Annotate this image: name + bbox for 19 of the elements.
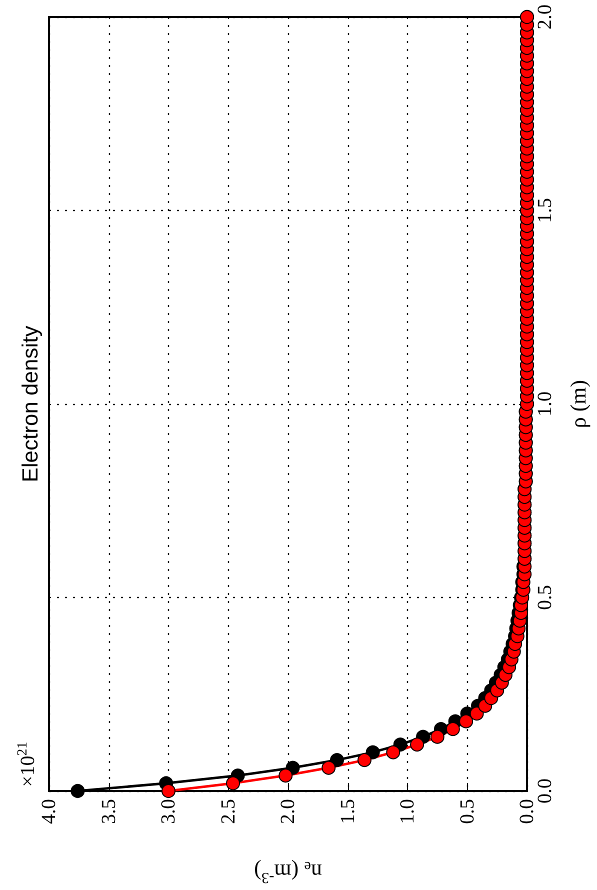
- x-axis-title: ne (m-3): [254, 858, 322, 886]
- y-tick-label: 2.0: [534, 4, 556, 30]
- x-tick-label: 0.5: [456, 799, 478, 824]
- x-tick-label: 2.5: [217, 799, 240, 824]
- y-axis-title: ρ (m): [566, 380, 590, 428]
- text: ×1021: [16, 742, 39, 787]
- point: [366, 745, 380, 760]
- x-tick-label: 1.0: [396, 799, 418, 824]
- point: [70, 784, 85, 798]
- x-tick-label: 2.0: [277, 799, 299, 824]
- x-tick-label: 3.5: [98, 799, 120, 824]
- y-tick-label: 1.0: [534, 392, 556, 416]
- text: Electron density: [18, 326, 42, 482]
- x-tick-label: 3.0: [158, 799, 180, 824]
- point: [330, 753, 344, 768]
- y-tick-label: 1.5: [534, 198, 556, 223]
- x-tick-label: 1.5: [336, 799, 359, 824]
- y-tick-label: 0.5: [534, 585, 556, 610]
- x-tick-label: 4.0: [38, 799, 60, 824]
